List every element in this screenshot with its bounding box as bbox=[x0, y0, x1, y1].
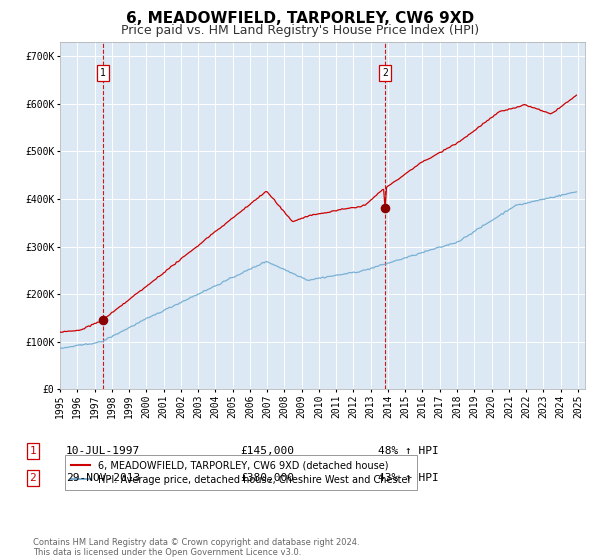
Legend: 6, MEADOWFIELD, TARPORLEY, CW6 9XD (detached house), HPI: Average price, detache: 6, MEADOWFIELD, TARPORLEY, CW6 9XD (deta… bbox=[65, 455, 417, 491]
Text: £145,000: £145,000 bbox=[240, 446, 294, 456]
Text: Contains HM Land Registry data © Crown copyright and database right 2024.
This d: Contains HM Land Registry data © Crown c… bbox=[33, 538, 359, 557]
Text: 1: 1 bbox=[29, 446, 37, 456]
Text: 2: 2 bbox=[29, 473, 37, 483]
Text: Price paid vs. HM Land Registry's House Price Index (HPI): Price paid vs. HM Land Registry's House … bbox=[121, 24, 479, 37]
Text: 2: 2 bbox=[382, 68, 388, 78]
Text: 6, MEADOWFIELD, TARPORLEY, CW6 9XD: 6, MEADOWFIELD, TARPORLEY, CW6 9XD bbox=[126, 11, 474, 26]
Text: £380,000: £380,000 bbox=[240, 473, 294, 483]
Point bbox=[98, 316, 108, 325]
Point bbox=[380, 204, 390, 213]
Text: 48% ↑ HPI: 48% ↑ HPI bbox=[378, 446, 439, 456]
Text: 1: 1 bbox=[100, 68, 106, 78]
Text: 43% ↑ HPI: 43% ↑ HPI bbox=[378, 473, 439, 483]
Text: 29-NOV-2013: 29-NOV-2013 bbox=[66, 473, 140, 483]
Text: 10-JUL-1997: 10-JUL-1997 bbox=[66, 446, 140, 456]
